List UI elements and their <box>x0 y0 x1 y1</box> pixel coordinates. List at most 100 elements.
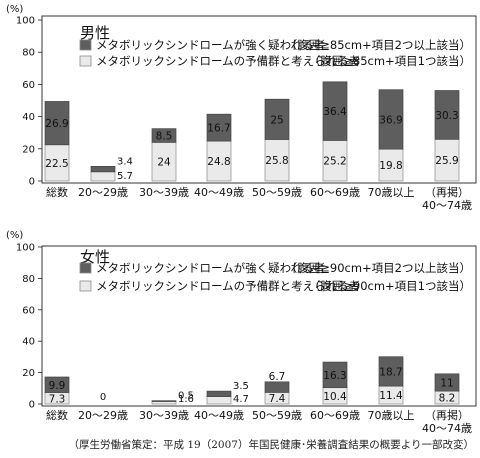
bar-reserve <box>378 148 404 182</box>
bar-strong <box>206 113 232 142</box>
bar-reserve <box>206 140 232 182</box>
bar-strong <box>434 90 460 140</box>
data-label: 25.9 <box>435 155 458 167</box>
x-tick-label: 20〜29歳 <box>78 409 128 422</box>
legend-label: メタボリックシンドロームが強く疑われる者 <box>96 261 325 275</box>
y-unit-label: (%) <box>6 4 23 15</box>
data-label: 0 <box>100 392 106 403</box>
bar-reserve <box>90 171 116 182</box>
y-tick-label: 0 <box>29 400 35 411</box>
x-tick-label: 20〜29歳 <box>78 186 128 199</box>
x-tick-label: 60〜69歳 <box>310 186 360 199</box>
y-tick-label: 80 <box>22 274 35 285</box>
legend-criteria: （腹囲≧90cm+項目1つ該当） <box>309 279 471 293</box>
data-label: 25 <box>270 114 283 126</box>
panel-title: 女性 <box>80 248 110 266</box>
y-tick-label: 20 <box>22 144 35 155</box>
legend-criteria: （腹囲≧85cm+項目1つ該当） <box>309 54 471 68</box>
legend-swatch <box>79 39 92 51</box>
x-tick-label: 40〜74歳 <box>422 422 472 435</box>
panel-title: 男性 <box>80 24 110 42</box>
y-tick-label: 40 <box>22 112 35 123</box>
data-label: 7.3 <box>49 393 66 405</box>
y-unit-label: (%) <box>6 230 23 241</box>
bar-strong <box>322 81 348 141</box>
bar-strong <box>206 390 232 397</box>
data-label: 1.6 <box>178 394 194 405</box>
data-label: 22.5 <box>45 158 68 170</box>
bar-strong <box>151 128 177 143</box>
data-label: 6.7 <box>269 371 286 383</box>
x-tick-label: 70歳以上 <box>368 409 415 422</box>
x-tick-label: 40〜49歳 <box>194 409 244 422</box>
y-tick-label: 100 <box>16 16 35 27</box>
data-label: 4.7 <box>233 394 249 405</box>
data-label: 7.4 <box>269 393 286 405</box>
x-tick-label: （再掲） <box>425 185 469 199</box>
data-label: 3.5 <box>233 381 249 392</box>
data-label: 3.4 <box>117 156 133 167</box>
data-label: 5.7 <box>117 171 133 182</box>
data-label: 9.9 <box>49 380 66 392</box>
bar-strong <box>264 98 290 140</box>
bar-reserve <box>434 138 460 182</box>
x-tick-label: （再掲） <box>425 408 469 422</box>
x-tick-label: 40〜49歳 <box>194 186 244 199</box>
data-label: 25.2 <box>323 156 346 168</box>
data-label: 36.4 <box>323 106 347 118</box>
legend-swatch <box>79 55 92 67</box>
data-label: 8.5 <box>156 131 173 143</box>
bar-strong <box>434 373 460 392</box>
data-label: 25.8 <box>265 155 288 167</box>
x-tick-label: 50〜59歳 <box>252 186 302 199</box>
data-label: 8.2 <box>439 393 456 405</box>
legend-swatch <box>79 280 92 292</box>
x-tick-label: 60〜69歳 <box>310 409 360 422</box>
x-tick-label: 70歳以上 <box>368 186 415 199</box>
legend-label: メタボリックシンドロームの予備群と考えられる者 <box>96 279 360 293</box>
y-tick-label: 0 <box>29 177 35 188</box>
data-label: 0.5 <box>178 391 194 402</box>
y-tick-label: 80 <box>22 48 35 59</box>
x-tick-label: 30〜39歳 <box>139 186 189 199</box>
data-label: 11 <box>440 377 453 389</box>
x-tick-label: 40〜74歳 <box>422 199 472 212</box>
y-tick-label: 60 <box>22 305 35 316</box>
data-label: 10.4 <box>323 391 347 403</box>
plot-frame <box>41 15 477 184</box>
legend-criteria: （腹囲≧85cm+項目2つ以上該当） <box>286 38 471 52</box>
bar-strong <box>378 356 404 387</box>
x-tick-label: 総数 <box>46 185 68 199</box>
legend-label: メタボリックシンドロームが強く疑われる者 <box>96 38 325 52</box>
data-label: 26.9 <box>45 118 68 130</box>
data-label: 24.8 <box>207 156 230 168</box>
legend-criteria: （腹囲≧90cm+項目2つ以上該当） <box>286 261 471 275</box>
source-note: （厚生労働省策定：平成 19（2007）年国民健康･栄養調査結果の概要より一部改… <box>68 439 474 451</box>
data-label: 19.8 <box>379 160 402 172</box>
data-label: 11.4 <box>379 390 403 402</box>
bar-strong <box>322 361 348 389</box>
data-label: 16.7 <box>207 123 230 135</box>
bar-reserve <box>206 396 232 405</box>
plot-frame <box>41 245 477 407</box>
data-label: 36.9 <box>379 114 402 126</box>
bar-strong <box>151 400 177 402</box>
legend-label: メタボリックシンドロームの予備群と考えられる者 <box>96 54 360 68</box>
bar-reserve <box>151 401 177 405</box>
bar-strong <box>44 101 70 146</box>
data-label: 24 <box>157 157 171 169</box>
bar-strong <box>44 376 70 393</box>
data-label: 30.3 <box>435 110 458 122</box>
bar-strong <box>378 89 404 150</box>
bar-strong <box>90 165 116 173</box>
x-tick-label: 30〜39歳 <box>139 409 189 422</box>
x-tick-label: 50〜59歳 <box>252 409 302 422</box>
male-chart-panel: (%)020406080100男性メタボリックシンドロームが強く疑われる者（腹囲… <box>6 4 477 212</box>
bar-reserve <box>44 144 70 182</box>
y-tick-label: 40 <box>22 337 35 348</box>
x-tick-label: 総数 <box>46 408 68 422</box>
bar-strong <box>264 381 290 393</box>
data-label: 18.7 <box>379 366 402 378</box>
